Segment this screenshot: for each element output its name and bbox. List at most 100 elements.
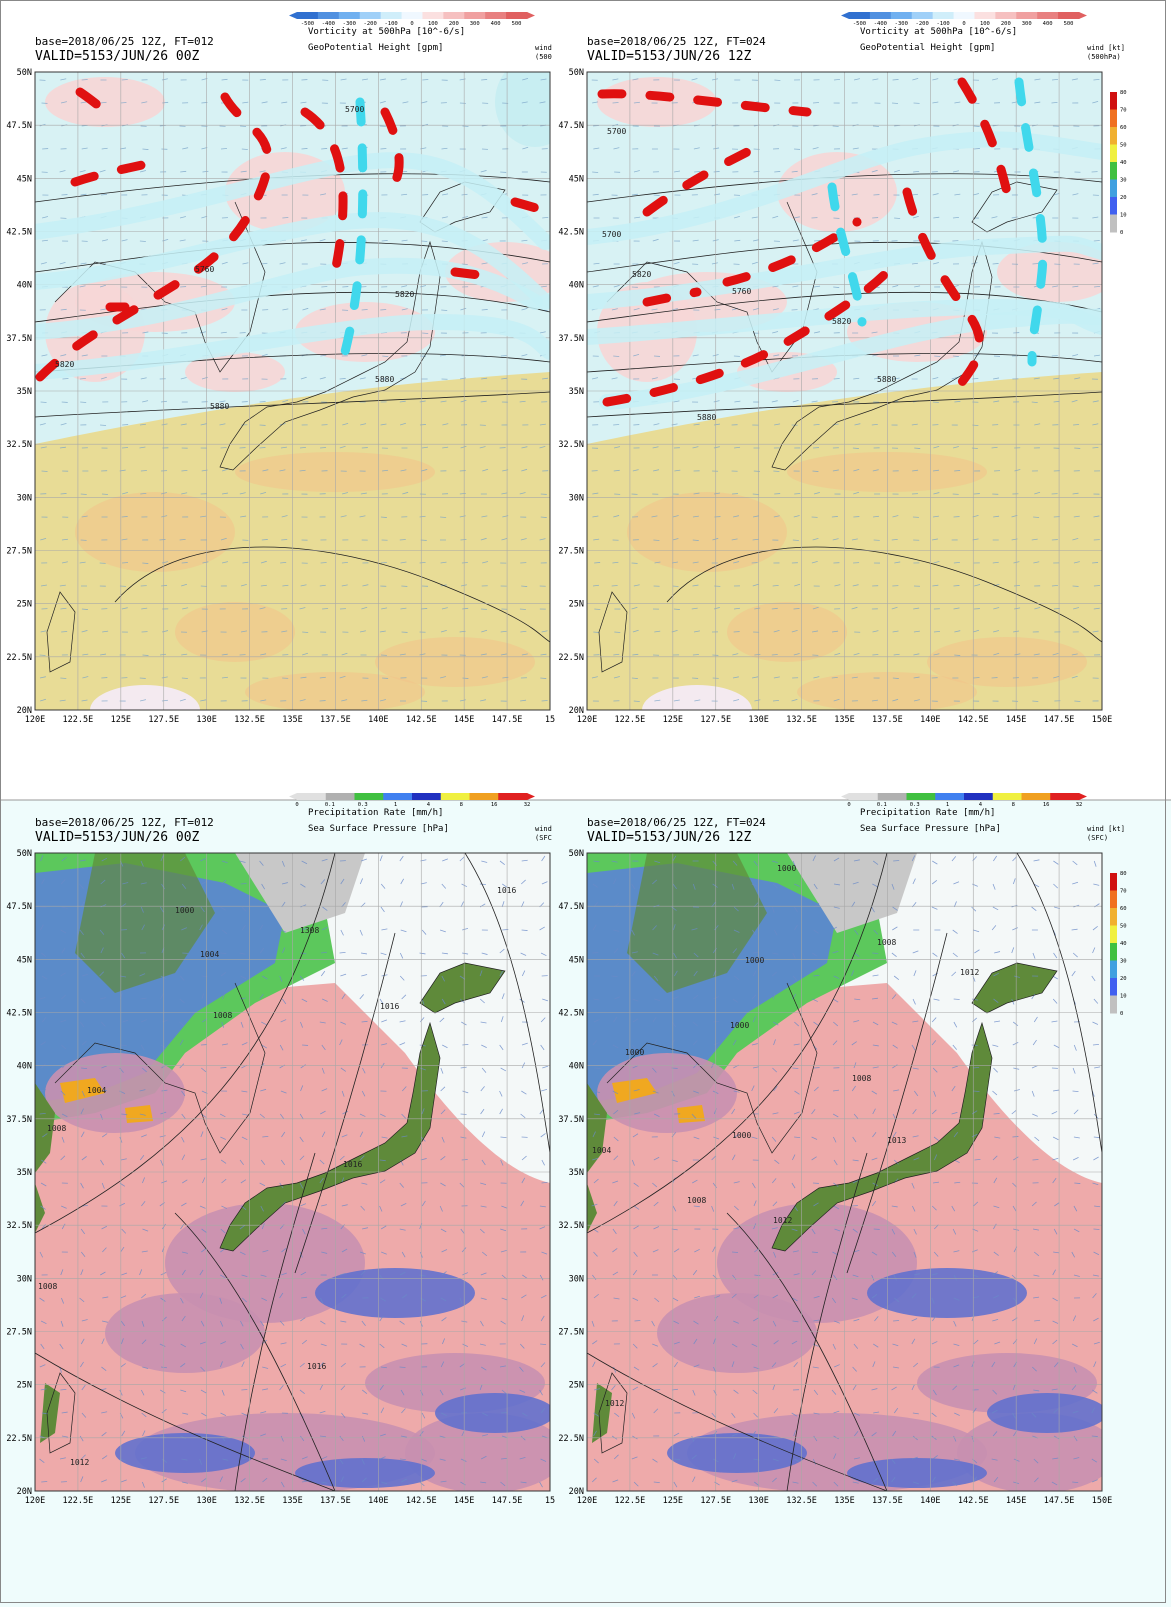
wind-barb <box>753 1200 757 1207</box>
trough-line <box>642 137 772 217</box>
wind-barb <box>1034 1136 1040 1142</box>
wind-barb <box>932 469 939 472</box>
wind-barb <box>653 469 660 472</box>
panel: base=2018/06/25 12Z, FT=024VALID=5153/JU… <box>558 12 1127 725</box>
wind-barb <box>1013 584 1021 587</box>
wind-barb <box>1094 285 1101 288</box>
contour-line <box>587 291 1102 323</box>
wind-barb <box>991 1458 998 1461</box>
wind-barb <box>100 879 106 885</box>
wind-barb <box>691 1113 697 1119</box>
wind-barb <box>441 607 448 610</box>
wind-barb <box>279 1320 285 1326</box>
wind-barb <box>481 1366 487 1371</box>
contour-label: 1013 <box>887 1136 906 1145</box>
wind-barb <box>1011 538 1018 541</box>
map-body <box>35 72 550 710</box>
colorbar-tick-label: 0 <box>847 802 850 808</box>
wind-barb <box>1073 1205 1078 1212</box>
wind-barb <box>359 1343 365 1348</box>
wind-barb <box>953 1364 960 1368</box>
colorbar-tick-label: 4 <box>979 802 983 808</box>
wind-barb <box>482 1434 489 1437</box>
wind-barb <box>341 699 348 702</box>
colorbar-cell <box>964 793 994 800</box>
wind-barb <box>1073 1366 1077 1373</box>
wind-barb <box>771 1178 777 1184</box>
wind-barb <box>613 446 621 449</box>
wind-barb <box>712 1430 718 1437</box>
wind-barb <box>833 1481 839 1487</box>
wind-barb <box>631 951 638 954</box>
ridge-line <box>827 182 867 327</box>
wind-barb <box>732 998 739 1003</box>
wind-barb <box>931 1273 938 1276</box>
lon-label: 130E <box>196 1496 216 1506</box>
wind-barb <box>120 1158 127 1161</box>
wind-barb <box>752 1016 757 1023</box>
wind-barb <box>831 926 838 931</box>
colorbar-cell <box>1058 12 1080 19</box>
wind-barb <box>733 561 740 564</box>
wind-barb <box>1052 1269 1056 1276</box>
wind-barb <box>1092 562 1099 564</box>
wind-barb <box>692 1476 696 1483</box>
wind-barb <box>912 1067 919 1070</box>
wind-barb <box>100 947 104 954</box>
wind-barb <box>101 239 109 242</box>
ridge-line <box>1014 77 1048 367</box>
wind-barb <box>341 1293 347 1299</box>
wind-barb <box>242 561 249 564</box>
wind-barb <box>101 1338 105 1345</box>
wind-barb <box>1094 1205 1101 1208</box>
wind-barb <box>634 216 641 219</box>
wind-barb <box>440 1155 446 1161</box>
wind-barb <box>300 952 307 955</box>
wind-barb <box>540 516 547 518</box>
wind-barb <box>1034 1319 1041 1322</box>
vorticity-patch <box>927 637 1087 687</box>
wind-barb <box>851 606 858 610</box>
lat-label: 47.5N <box>6 121 32 131</box>
wind-barb <box>951 971 957 977</box>
wind-barb <box>121 607 128 610</box>
colorbar-tick-label: -500 <box>853 21 866 27</box>
wind-barb <box>1052 285 1059 288</box>
wind-barb <box>359 878 363 885</box>
wind-barb <box>281 1247 287 1253</box>
wind-barb <box>62 378 69 380</box>
lon-label: 145E <box>454 1496 474 1506</box>
wind-barb <box>522 1274 528 1279</box>
wind-barb <box>674 469 681 472</box>
wind-barb <box>39 423 46 426</box>
wind-barb <box>633 584 640 587</box>
wind-barb <box>320 1297 324 1304</box>
wind-barb <box>953 1458 961 1461</box>
wind-barb <box>262 975 268 980</box>
wind-barb <box>931 1017 937 1023</box>
wind-barb <box>733 929 740 933</box>
wind-barb <box>1033 653 1040 656</box>
wind-barb <box>592 377 599 380</box>
wind-barb <box>1053 883 1059 889</box>
wind-barb <box>61 856 67 862</box>
wind-barb <box>832 630 839 633</box>
wind-barb <box>341 584 348 587</box>
wind-barb <box>731 1293 737 1299</box>
wind-barb <box>791 1412 798 1417</box>
wind-barb <box>772 1294 779 1299</box>
wind-barb <box>793 515 800 518</box>
wind-barb <box>1032 1228 1040 1231</box>
wind-barb <box>140 1044 145 1051</box>
wind-barb <box>653 423 660 426</box>
wind-barb <box>200 1131 204 1138</box>
wind-barb <box>1012 927 1018 931</box>
wind-barb <box>100 193 108 196</box>
wind-barb <box>379 855 383 862</box>
wind-barb <box>442 858 448 862</box>
colorbar-tick-label: 300 <box>1022 21 1032 27</box>
wind-barb <box>201 948 207 954</box>
base-label: base=2018/06/25 12Z, FT=012 <box>35 816 214 829</box>
wind-barb <box>141 1201 146 1207</box>
